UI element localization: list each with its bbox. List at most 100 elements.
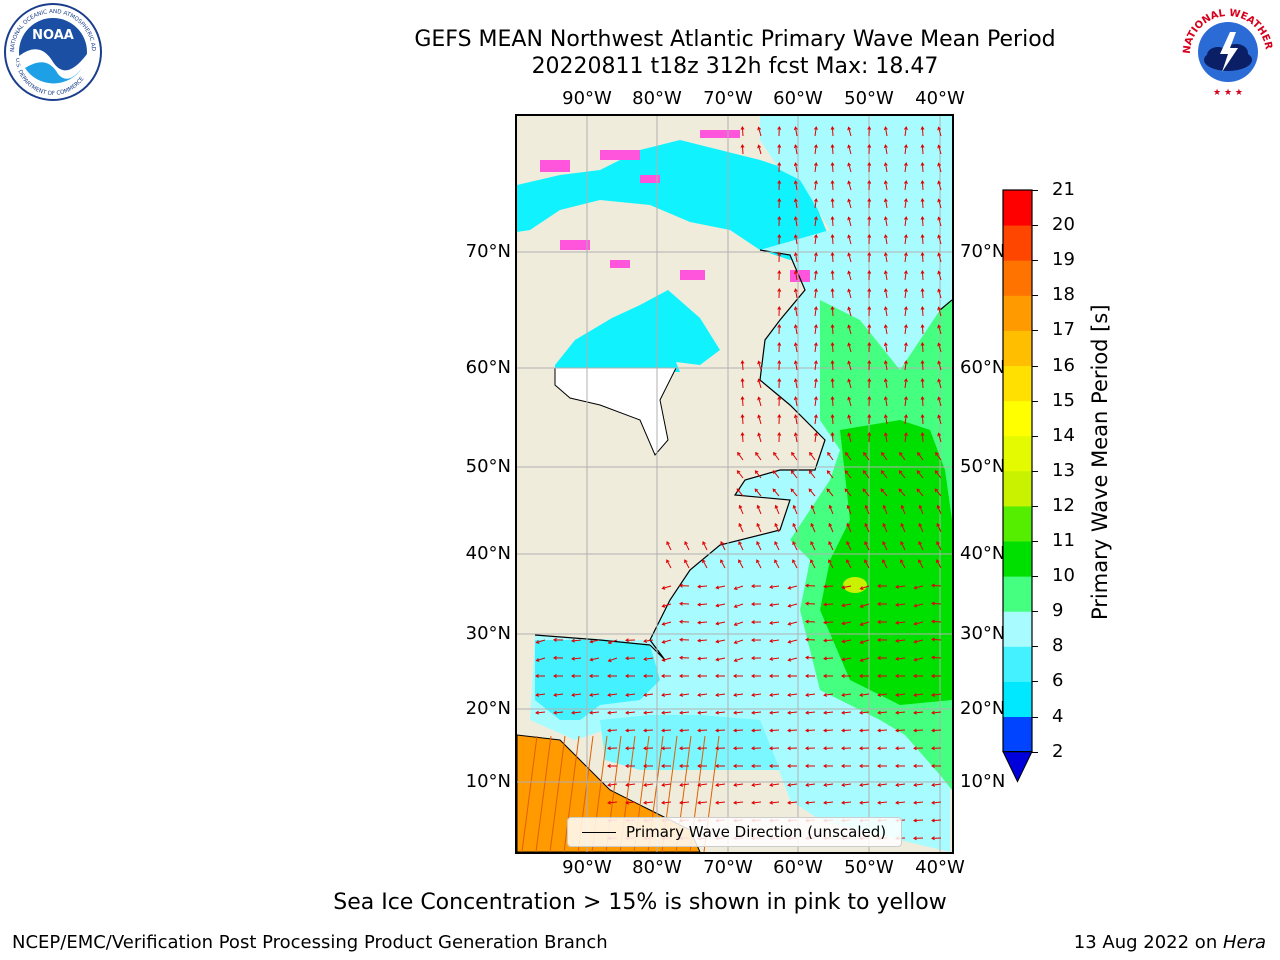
- colorbar-tick-label: 8: [1052, 635, 1064, 657]
- chart-subtitle: 20220811 t18z 312h fcst Max: 18.47: [531, 54, 939, 79]
- wave-arrow: [883, 378, 888, 389]
- lon-label-top: 50°W: [844, 88, 894, 109]
- wave-arrow: [931, 674, 941, 678]
- wave-arrow: [913, 657, 924, 662]
- wave-arrow: [736, 488, 744, 497]
- wave-arrow: [830, 378, 835, 389]
- wave-arrow: [679, 674, 689, 678]
- wave-arrow: [936, 504, 942, 515]
- wave-arrow: [883, 234, 888, 245]
- wave-arrow: [847, 432, 852, 443]
- wave-arrow: [793, 144, 798, 155]
- wave-arrow: [813, 432, 818, 443]
- wave-arrow: [571, 692, 582, 697]
- lon-label-top: 80°W: [632, 88, 682, 109]
- lon-label-bottom: 90°W: [562, 857, 612, 878]
- lat-label-left: 10°N: [465, 771, 511, 792]
- wave-arrow: [920, 378, 925, 389]
- wave-arrow: [769, 602, 780, 607]
- wave-arrow: [937, 342, 942, 353]
- wave-arrow: [813, 396, 818, 407]
- wave-arrow: [859, 603, 870, 608]
- wave-arrow: [756, 559, 762, 569]
- colorbar-tick-mark: [1032, 225, 1038, 227]
- wave-arrow: [679, 619, 690, 624]
- wave-arrow: [920, 216, 925, 227]
- wave-arrow: [793, 432, 798, 443]
- wave-arrow: [883, 396, 888, 407]
- map-legend: Primary Wave Direction (unscaled): [567, 817, 902, 847]
- wave-arrow: [809, 451, 816, 461]
- wave-arrow: [777, 432, 782, 443]
- wave-arrow: [535, 692, 546, 697]
- wave-arrow: [661, 800, 672, 805]
- wave-arrow: [661, 728, 672, 733]
- wave-arrow: [823, 728, 834, 733]
- wave-arrow: [777, 360, 782, 371]
- wave-arrow: [813, 144, 818, 155]
- wave-arrow: [607, 800, 618, 805]
- wave-arrow: [913, 585, 924, 590]
- wave-arrow: [793, 324, 798, 335]
- wave-arrow: [841, 710, 852, 715]
- wave-arrow: [813, 198, 818, 209]
- wave-arrow: [900, 541, 906, 551]
- wave-arrow: [805, 583, 816, 588]
- wave-arrow: [903, 432, 908, 443]
- wave-arrow: [937, 270, 942, 281]
- wave-arrow: [864, 504, 870, 515]
- wave-arrow: [720, 559, 726, 569]
- wave-arrow: [937, 414, 942, 425]
- hatch-line: [549, 735, 566, 852]
- wave-arrow: [810, 559, 816, 569]
- wave-arrow: [937, 126, 942, 137]
- colorbar-tick-mark: [1032, 751, 1038, 753]
- wave-arrow: [813, 378, 818, 389]
- wave-arrow: [774, 504, 780, 515]
- colorbar-tick-mark: [1032, 681, 1038, 683]
- wave-arrow: [769, 764, 779, 768]
- wave-arrow: [773, 451, 780, 461]
- wave-arrow: [931, 601, 942, 606]
- wave-arrow: [754, 488, 762, 497]
- wave-arrow: [920, 360, 925, 371]
- svg-text:★ ★ ★: ★ ★ ★: [1213, 88, 1243, 98]
- wave-arrow: [867, 342, 872, 353]
- wave-arrow: [823, 620, 834, 625]
- wave-arrow: [751, 674, 761, 678]
- wave-arrow: [913, 603, 924, 608]
- wave-arrow: [805, 710, 816, 715]
- lon-label-top: 60°W: [773, 88, 823, 109]
- wave-arrow: [808, 488, 816, 497]
- wave-arrow: [867, 180, 872, 191]
- wave-arrow: [913, 746, 924, 751]
- wave-arrow: [867, 432, 872, 443]
- wave-arrow: [937, 324, 942, 335]
- wave-arrow: [903, 324, 908, 335]
- wave-arrow: [643, 639, 654, 643]
- wave-arrow: [589, 692, 600, 697]
- wave-arrow: [733, 746, 744, 751]
- wave-arrow: [877, 710, 888, 715]
- wave-arrow: [877, 782, 888, 787]
- wave-arrow: [903, 306, 908, 317]
- wave-arrow: [793, 288, 798, 299]
- wave-arrow: [805, 619, 816, 624]
- wave-arrow: [697, 584, 708, 589]
- wave-arrow: [823, 764, 833, 768]
- wave-arrow: [813, 360, 818, 371]
- wave-arrow: [918, 522, 924, 533]
- wave-arrow: [787, 639, 798, 644]
- wave-arrow: [877, 602, 887, 606]
- wave-arrow: [877, 620, 887, 624]
- colorbar-tick-label: 20: [1052, 214, 1075, 236]
- wave-arrow: [867, 306, 872, 317]
- wave-arrow: [679, 583, 690, 588]
- lat-label-right: 60°N: [960, 357, 1006, 378]
- wave-arrow: [813, 216, 818, 227]
- colorbar-tick-mark: [1032, 295, 1038, 297]
- wave-arrow: [715, 692, 726, 697]
- wave-arrow: [751, 782, 762, 787]
- wave-arrow: [793, 342, 798, 353]
- hatch-line: [563, 735, 580, 852]
